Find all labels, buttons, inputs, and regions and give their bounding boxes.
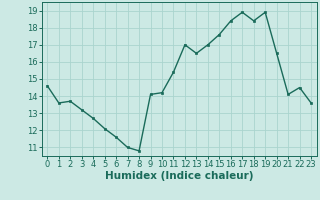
- X-axis label: Humidex (Indice chaleur): Humidex (Indice chaleur): [105, 171, 253, 181]
